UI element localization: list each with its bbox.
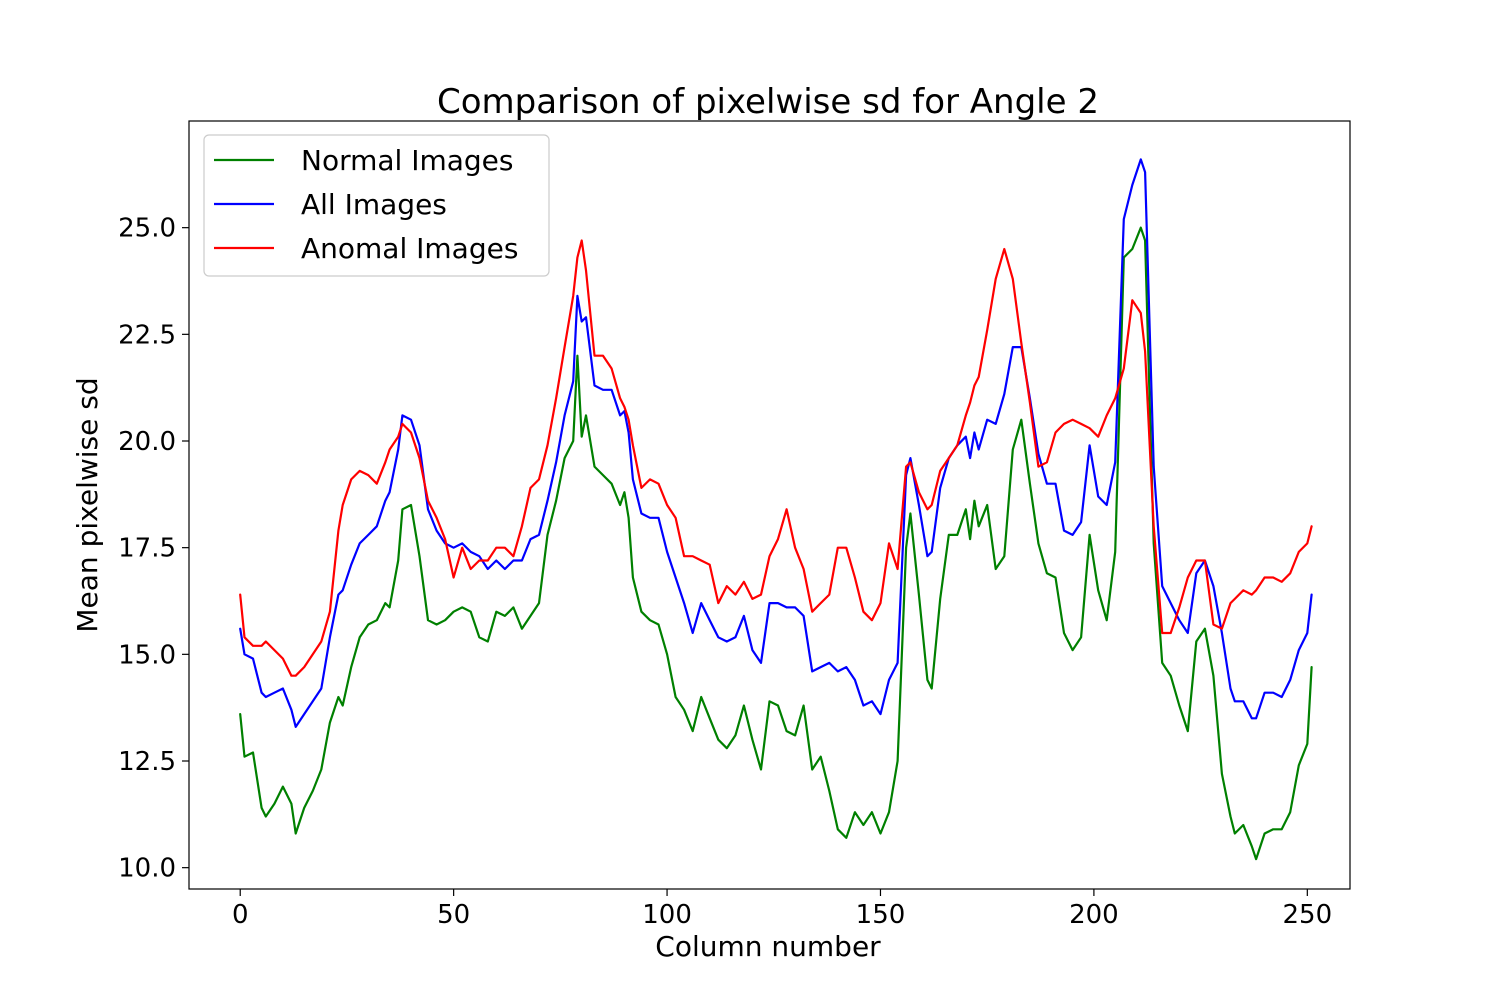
y-tick-label: 25.0 [118, 214, 176, 244]
y-tick-label: 17.5 [118, 534, 176, 564]
x-tick-label: 100 [642, 900, 692, 930]
y-tick-label: 22.5 [118, 320, 176, 350]
x-tick-label: 150 [856, 900, 906, 930]
x-tick-label: 250 [1282, 900, 1332, 930]
legend-label-1: All Images [301, 188, 447, 221]
y-axis: 10.0 12.5 15.0 17.5 20.0 22.5 25.0 [118, 214, 189, 884]
y-tick-label: 20.0 [118, 427, 176, 457]
x-tick-label: 0 [232, 900, 249, 930]
y-tick-label: 10.0 [118, 854, 176, 884]
legend-label-2: Anomal Images [301, 232, 518, 265]
x-tick-label: 200 [1069, 900, 1119, 930]
x-axis: 0 50 100 150 200 250 [232, 889, 1332, 930]
y-tick-label: 12.5 [118, 747, 176, 777]
series-line-1 [239, 158, 1313, 728]
legend-label-0: Normal Images [301, 144, 514, 177]
legend: Normal Images All Images Anomal Images [203, 134, 550, 277]
series-line-2 [239, 239, 1313, 677]
y-axis-label: Mean pixelwise sd [71, 377, 104, 632]
chart-title: Comparison of pixelwise sd for Angle 2 [437, 82, 1099, 122]
plot-frame [188, 120, 1351, 890]
legend-box [203, 134, 550, 277]
x-axis-label: Column number [655, 930, 881, 963]
x-tick-label: 50 [437, 900, 470, 930]
series-line-0 [239, 226, 1313, 861]
plot-area [239, 158, 1313, 861]
y-tick-label: 15.0 [118, 640, 176, 670]
